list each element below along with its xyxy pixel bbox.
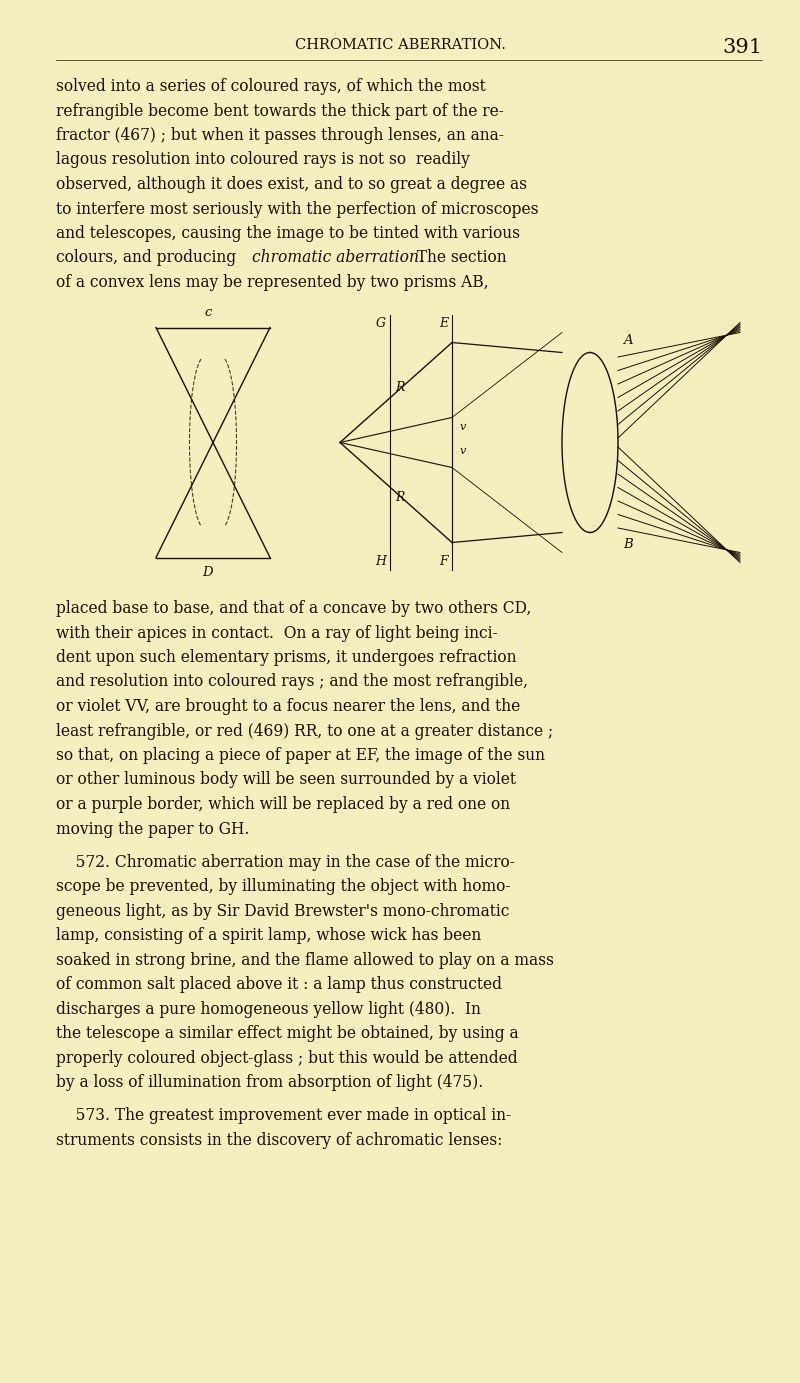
- Text: of common salt placed above it : a lamp thus constructed: of common salt placed above it : a lamp …: [56, 976, 502, 993]
- Text: geneous light, as by Sir David Brewster's mono-chromatic: geneous light, as by Sir David Brewster'…: [56, 903, 510, 920]
- Text: or other luminous body will be seen surrounded by a violet: or other luminous body will be seen surr…: [56, 772, 516, 788]
- Text: or violet VV, are brought to a focus nearer the lens, and the: or violet VV, are brought to a focus nea…: [56, 698, 520, 715]
- Text: lamp, consisting of a spirit lamp, whose wick has been: lamp, consisting of a spirit lamp, whose…: [56, 927, 482, 945]
- Text: 391: 391: [722, 37, 762, 57]
- Text: and resolution into coloured rays ; and the most refrangible,: and resolution into coloured rays ; and …: [56, 674, 528, 690]
- Text: 572. Chromatic aberration may in the case of the micro-: 572. Chromatic aberration may in the cas…: [56, 853, 515, 870]
- Text: v: v: [460, 445, 466, 455]
- Text: The section: The section: [407, 249, 506, 267]
- Text: B: B: [623, 538, 633, 550]
- Text: discharges a pure homogeneous yellow light (480).  In: discharges a pure homogeneous yellow lig…: [56, 1000, 481, 1018]
- Text: H: H: [375, 555, 386, 568]
- Text: of a convex lens may be represented by two prisms AB,: of a convex lens may be represented by t…: [56, 274, 489, 290]
- Text: F: F: [439, 555, 448, 568]
- Text: D: D: [202, 566, 214, 578]
- Text: so that, on placing a piece of paper at EF, the image of the sun: so that, on placing a piece of paper at …: [56, 747, 545, 763]
- Text: chromatic aberration.: chromatic aberration.: [252, 249, 424, 267]
- Text: observed, although it does exist, and to so great a degree as: observed, although it does exist, and to…: [56, 176, 527, 194]
- Text: R: R: [395, 380, 404, 394]
- Text: to interfere most seriously with the perfection of microscopes: to interfere most seriously with the per…: [56, 201, 538, 217]
- Text: by a loss of illumination from absorption of light (475).: by a loss of illumination from absorptio…: [56, 1075, 483, 1091]
- Text: properly coloured object-glass ; but this would be attended: properly coloured object-glass ; but thi…: [56, 1050, 518, 1066]
- Text: dent upon such elementary prisms, it undergoes refraction: dent upon such elementary prisms, it und…: [56, 649, 517, 667]
- Text: v: v: [460, 422, 466, 433]
- Text: lagous resolution into coloured rays is not so  readily: lagous resolution into coloured rays is …: [56, 152, 470, 169]
- Text: struments consists in the discovery of achromatic lenses:: struments consists in the discovery of a…: [56, 1131, 502, 1149]
- Text: fractor (467) ; but when it passes through lenses, an ana-: fractor (467) ; but when it passes throu…: [56, 127, 504, 144]
- Text: c: c: [204, 307, 212, 319]
- Text: solved into a series of coloured rays, of which the most: solved into a series of coloured rays, o…: [56, 77, 486, 95]
- Text: G: G: [376, 317, 386, 331]
- Text: A: A: [623, 335, 633, 347]
- Text: soaked in strong brine, and the flame allowed to play on a mass: soaked in strong brine, and the flame al…: [56, 952, 554, 968]
- Text: placed base to base, and that of a concave by two others CD,: placed base to base, and that of a conca…: [56, 600, 531, 617]
- Text: the telescope a similar effect might be obtained, by using a: the telescope a similar effect might be …: [56, 1025, 518, 1041]
- Text: or a purple border, which will be replaced by a red one on: or a purple border, which will be replac…: [56, 797, 510, 813]
- Text: colours, and producing: colours, and producing: [56, 249, 241, 267]
- Text: least refrangible, or red (469) RR, to one at a greater distance ;: least refrangible, or red (469) RR, to o…: [56, 722, 554, 740]
- Text: and telescopes, causing the image to be tinted with various: and telescopes, causing the image to be …: [56, 225, 520, 242]
- Text: moving the paper to GH.: moving the paper to GH.: [56, 820, 250, 838]
- Text: scope be prevented, by illuminating the object with homo-: scope be prevented, by illuminating the …: [56, 878, 510, 895]
- Text: refrangible become bent towards the thick part of the re-: refrangible become bent towards the thic…: [56, 102, 504, 119]
- Text: 573. The greatest improvement ever made in optical in-: 573. The greatest improvement ever made …: [56, 1108, 511, 1124]
- Text: CHROMATIC ABERRATION.: CHROMATIC ABERRATION.: [294, 37, 506, 53]
- Text: R: R: [395, 491, 404, 503]
- Text: with their apices in contact.  On a ray of light being inci-: with their apices in contact. On a ray o…: [56, 625, 498, 642]
- Text: E: E: [439, 317, 448, 331]
